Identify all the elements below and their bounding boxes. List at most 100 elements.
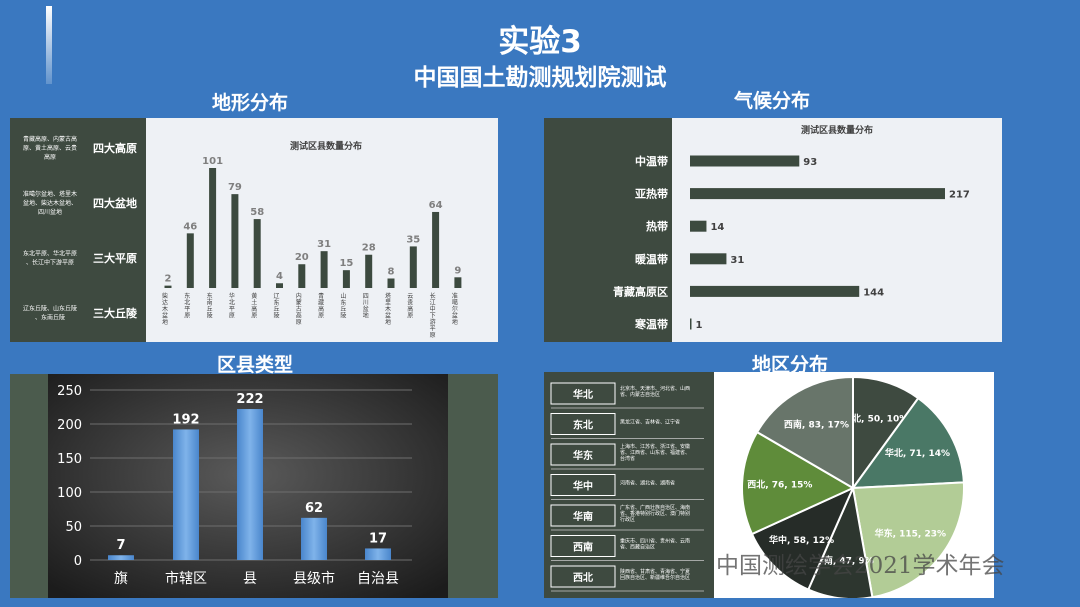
county-value-label: 62 — [305, 501, 323, 516]
county-category-label: 旗 — [114, 571, 128, 587]
climate-value-label: 217 — [949, 190, 970, 201]
county-category-label: 县级市 — [293, 570, 335, 587]
climate-category-label: 青藏高原区 — [613, 284, 668, 298]
terrain-category-label: 辽东丘陵 — [273, 292, 279, 320]
county-y-tick-label: 50 — [65, 520, 82, 535]
climate-value-label: 144 — [863, 287, 884, 298]
county-category-label: 县 — [243, 571, 257, 587]
county-y-tick-label: 0 — [74, 554, 82, 569]
terrain-group-desc: 辽东丘陵、山东丘陵、东南丘陵 — [23, 305, 77, 322]
terrain-category-label: 云贵高原 — [407, 293, 413, 320]
county-value-label: 7 — [116, 538, 125, 553]
terrain-category-label: 内蒙古高原 — [296, 292, 302, 326]
region-item-box — [550, 535, 616, 557]
page-title: 实验3 — [498, 24, 582, 60]
region-pie-label: 西南, 83, 17% — [784, 418, 849, 430]
terrain-value-label: 2 — [165, 274, 172, 285]
region-item-box — [550, 474, 616, 496]
climate-bar — [690, 220, 707, 232]
region-pie-label: 华南, 47, 9% — [815, 555, 874, 567]
watermark: 中国测绘学会2021学术年会 — [716, 553, 1005, 579]
climate-label-background — [544, 118, 672, 342]
page-subtitle: 中国国土勘测规划院测试 — [413, 65, 667, 91]
terrain-group-label: 三大平原 — [93, 251, 137, 265]
region-item-desc: 广东省、广西壮族自治区、海南省、香港特别行政区、澳门特别行政区 — [620, 504, 690, 523]
county-bar — [237, 409, 263, 560]
terrain-category-label: 东南丘陵 — [207, 292, 213, 320]
climate-chart-title: 测试区县数量分布 — [801, 124, 873, 136]
region-item-label: 西北 — [573, 571, 593, 584]
climate-category-label: 中温带 — [635, 154, 668, 168]
terrain-value-label: 35 — [406, 234, 420, 245]
terrain-bar — [320, 251, 328, 288]
county-y-tick-label: 250 — [57, 384, 82, 399]
terrain-category-label: 长江中下游平原 — [430, 292, 436, 339]
region-item-box — [550, 382, 616, 405]
climate-panel: 测试区县数量分布 中温带 93 亚热带 217 热带 14 暖温带 31 青藏高原区 144 寒温带 1 — [544, 118, 1002, 342]
region-item-label: 华中 — [573, 480, 593, 493]
county-y-tick-label: 100 — [57, 486, 82, 501]
terrain-category-label: 黄土高原 — [251, 292, 257, 320]
county-bar — [108, 555, 134, 560]
terrain-value-label: 64 — [429, 200, 443, 211]
terrain-chart-title: 测试区县数量分布 — [290, 140, 362, 152]
county-category-label: 市辖区 — [165, 570, 207, 587]
county-bar — [365, 548, 391, 560]
terrain-value-label: 28 — [362, 243, 376, 254]
region-item-label: 华北 — [573, 388, 593, 401]
region-item-desc: 北京市、天津市、河北省、山西省、内蒙古自治区 — [620, 385, 690, 398]
climate-category-label: 热带 — [646, 219, 668, 233]
terrain-category-label: 四川盆地 — [363, 293, 369, 320]
climate-bar — [690, 155, 800, 167]
section-title-climate: 气候分布 — [733, 90, 810, 112]
section-title-region: 地区分布 — [751, 354, 828, 376]
county-panel: 0 50 100 150 200 250 7 旗 192 市辖区 222 县 62 县级市 17 自治县 — [10, 374, 498, 598]
terrain-group-desc: 准噶尔盆地、塔里木盆地、柴达木盆地、四川盆地 — [23, 190, 77, 216]
region-panel: 华北 北京市、天津市、河北省、山西省、内蒙古自治区 东北 黑龙江省、吉林省、辽宁省 华东… — [544, 372, 994, 600]
region-pie-slice — [850, 396, 965, 490]
terrain-bar — [298, 264, 306, 288]
county-bar — [173, 429, 199, 560]
terrain-chart: 青藏高原、内蒙古高原、黄土高原、云贵高原 四大高原准噶尔盆地、塔里木盆地、柴达木盆… — [10, 118, 498, 342]
terrain-bar — [164, 285, 172, 288]
region-item-desc: 重庆市、四川省、贵州省、云南省、西藏自治区 — [620, 538, 690, 551]
terrain-value-label: 46 — [183, 221, 197, 232]
region-item-box — [550, 504, 616, 527]
terrain-category-label: 青藏高原 — [318, 292, 324, 320]
region-item-desc: 河南省、湖北省、湖南省 — [620, 480, 675, 487]
climate-category-label: 寒温带 — [634, 317, 668, 331]
climate-bar — [690, 285, 860, 297]
terrain-bar — [387, 278, 395, 288]
terrain-bar — [231, 194, 239, 288]
section-title-terrain: 地形分布 — [211, 92, 288, 114]
climate-category-label: 亚热带 — [635, 187, 668, 201]
region-pie-label: 华北, 71, 14% — [885, 447, 950, 459]
terrain-panel: 青藏高原、内蒙古高原、黄土高原、云贵高原 四大高原 准噶尔盆地、塔里木盆地、柴达木盆… — [10, 118, 498, 342]
terrain-value-label: 8 — [388, 266, 395, 277]
region-item-desc: 黑龙江省、吉林省、辽宁省 — [620, 419, 680, 426]
climate-bar — [690, 188, 945, 200]
terrain-category-label: 华北平原 — [229, 292, 235, 320]
terrain-value-label: 20 — [295, 252, 309, 263]
region-item-box — [550, 565, 616, 588]
terrain-bar — [454, 277, 462, 288]
climate-value-label: 1 — [696, 320, 703, 331]
region-pie-label: 西北, 76, 15% — [747, 478, 812, 490]
decorative-bar — [46, 6, 52, 84]
terrain-category-label: 山东丘陵 — [340, 292, 346, 320]
climate-value-label: 14 — [710, 222, 724, 233]
region-item-label: 东北 — [573, 419, 593, 432]
terrain-value-label: 9 — [454, 265, 461, 276]
region-item-box — [550, 413, 616, 435]
terrain-bar — [253, 219, 261, 288]
region-pie-slice — [755, 375, 854, 490]
region-item-desc: 陕西省、甘肃省、青海省、宁夏回族自治区、新疆维吾尔自治区 — [620, 568, 690, 581]
terrain-category-label: 塔里木盆地 — [385, 292, 391, 326]
region-item-desc: 上海市、江苏省、浙江省、安徽省、江西省、山东省、福建省、台湾省 — [620, 443, 690, 462]
county-y-tick-label: 150 — [57, 452, 82, 467]
terrain-value-label: 101 — [202, 156, 223, 167]
region-pie-label: 华中, 58, 12% — [769, 534, 834, 546]
climate-value-label: 31 — [730, 255, 744, 266]
